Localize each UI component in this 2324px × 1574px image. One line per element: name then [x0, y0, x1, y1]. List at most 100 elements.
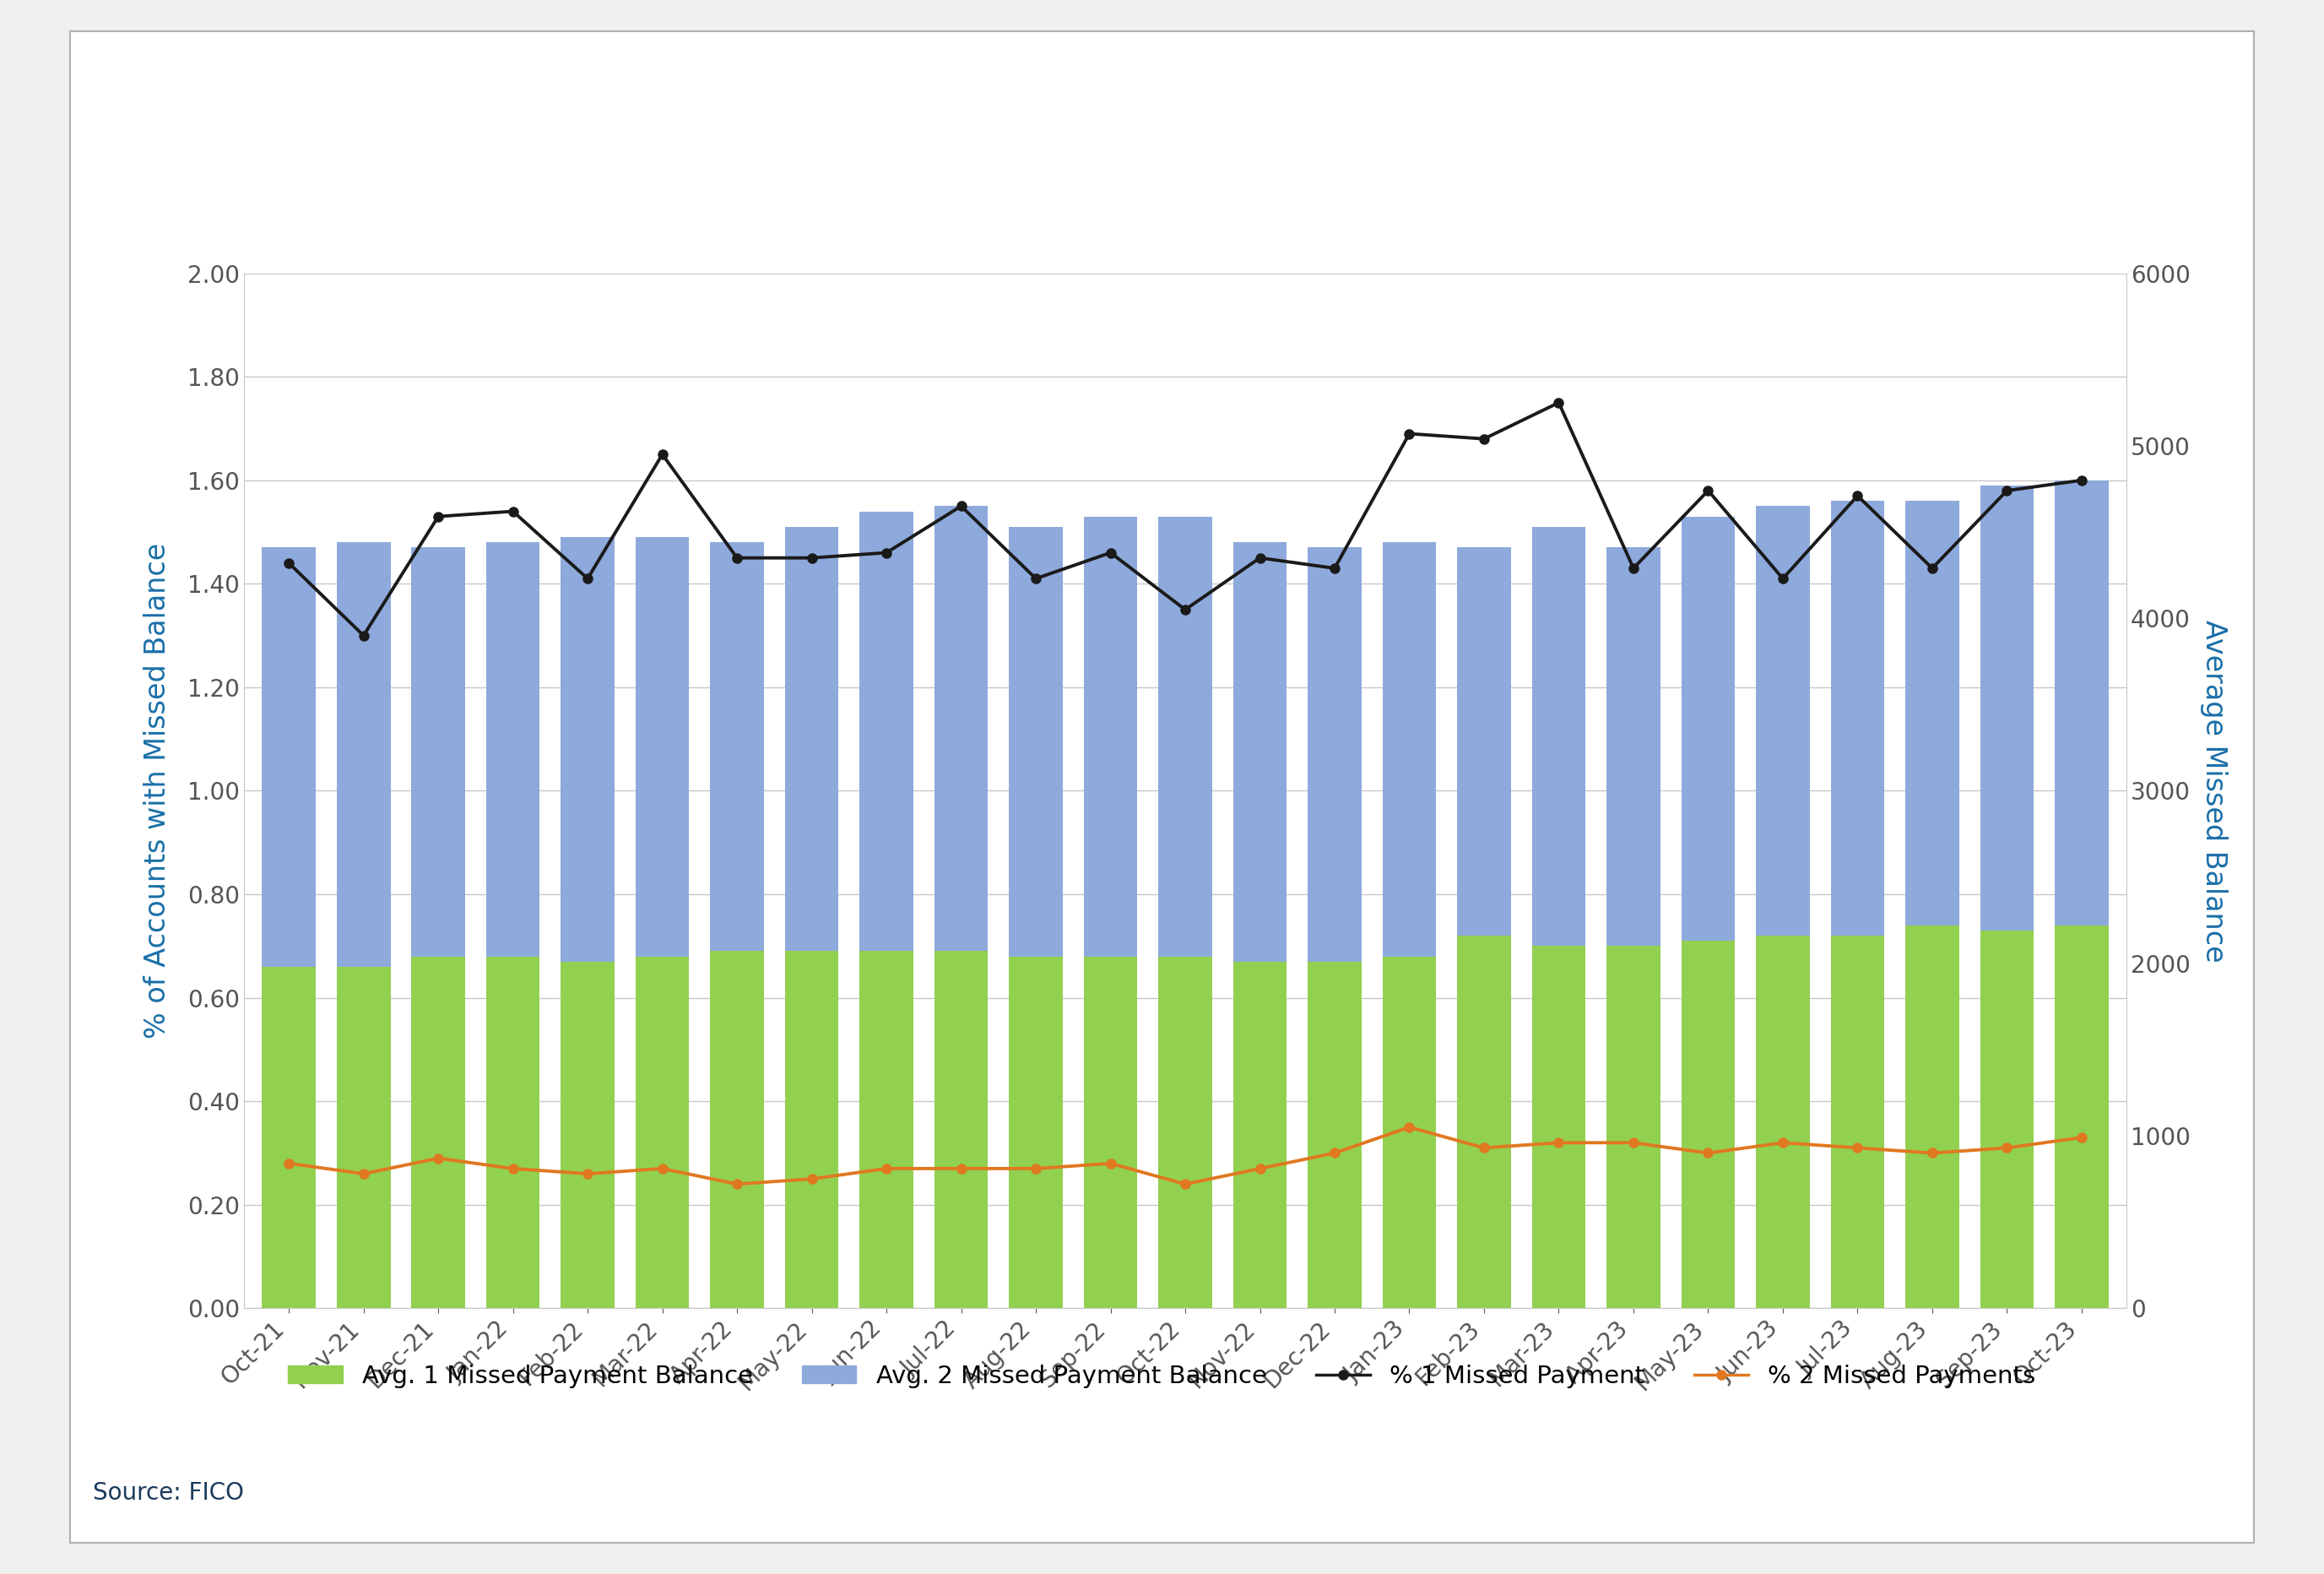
- % 1 Missed Payment: [274, 554, 302, 573]
- % 1 Missed Payment: [349, 626, 376, 645]
- % 1 Missed Payment: [1320, 559, 1348, 578]
- Bar: [1308, 962, 1362, 1308]
- % 2 Missed Payments: [1769, 1133, 1796, 1152]
- % 2 Missed Payments: [1917, 1144, 1945, 1163]
- Text: One and Two Missed Payments Trends: One and Two Missed Payments Trends: [632, 88, 1692, 137]
- % 1 Missed Payment: [500, 502, 528, 521]
- Bar: [486, 957, 539, 1308]
- Bar: [860, 951, 913, 1308]
- Bar: [1308, 548, 1362, 962]
- Bar: [1157, 957, 1213, 1308]
- Bar: [1083, 957, 1136, 1308]
- Bar: [337, 966, 390, 1308]
- % 2 Missed Payments: [872, 1158, 899, 1177]
- % 2 Missed Payments: [1394, 1118, 1422, 1136]
- % 1 Missed Payment: [574, 570, 602, 589]
- Y-axis label: % of Accounts with Missed Balance: % of Accounts with Missed Balance: [144, 543, 172, 1039]
- Bar: [1532, 527, 1585, 946]
- Bar: [1680, 516, 1736, 941]
- Bar: [1157, 516, 1213, 957]
- % 1 Missed Payment: [797, 548, 825, 567]
- Bar: [1234, 543, 1287, 962]
- % 2 Missed Payments: [2068, 1129, 2096, 1147]
- % 1 Missed Payment: [1620, 559, 1648, 578]
- Bar: [1009, 527, 1062, 957]
- Bar: [1234, 962, 1287, 1308]
- Bar: [634, 957, 690, 1308]
- Bar: [1757, 935, 1810, 1308]
- % 2 Missed Payments: [1320, 1144, 1348, 1163]
- Bar: [1606, 946, 1659, 1308]
- Legend: Avg. 1 Missed Payment Balance, Avg. 2 Missed Payment Balance, % 1 Missed Payment: Avg. 1 Missed Payment Balance, Avg. 2 Mi…: [279, 1355, 2045, 1398]
- % 1 Missed Payment: [872, 543, 899, 562]
- Bar: [1757, 507, 1810, 935]
- Y-axis label: Average Missed Balance: Average Missed Balance: [2201, 620, 2229, 962]
- % 2 Missed Payments: [1994, 1138, 2022, 1157]
- Bar: [1680, 941, 1736, 1308]
- % 2 Missed Payments: [723, 1174, 751, 1193]
- % 2 Missed Payments: [1246, 1158, 1274, 1177]
- Line: % 2 Missed Payments: % 2 Missed Payments: [284, 1122, 2087, 1188]
- Bar: [711, 543, 765, 951]
- Bar: [1457, 935, 1511, 1308]
- Bar: [1906, 926, 1959, 1308]
- Bar: [411, 957, 465, 1308]
- Bar: [1383, 957, 1436, 1308]
- % 1 Missed Payment: [1171, 600, 1199, 619]
- % 1 Missed Payment: [1694, 482, 1722, 501]
- % 2 Missed Payments: [1694, 1144, 1722, 1163]
- Bar: [2054, 926, 2108, 1308]
- % 2 Missed Payments: [797, 1169, 825, 1188]
- Bar: [1457, 548, 1511, 935]
- % 2 Missed Payments: [574, 1165, 602, 1184]
- Bar: [1383, 543, 1436, 957]
- Bar: [1831, 501, 1885, 935]
- % 2 Missed Payments: [1471, 1138, 1499, 1157]
- % 1 Missed Payment: [723, 548, 751, 567]
- % 1 Missed Payment: [425, 507, 453, 526]
- % 2 Missed Payments: [274, 1154, 302, 1173]
- Bar: [560, 962, 614, 1308]
- Bar: [411, 548, 465, 957]
- Bar: [263, 548, 316, 966]
- % 2 Missed Payments: [1023, 1158, 1050, 1177]
- Bar: [560, 537, 614, 962]
- % 1 Missed Payment: [948, 497, 976, 516]
- Bar: [634, 537, 690, 957]
- % 1 Missed Payment: [1545, 394, 1573, 412]
- Bar: [263, 966, 316, 1308]
- % 2 Missed Payments: [1620, 1133, 1648, 1152]
- Bar: [486, 543, 539, 957]
- Bar: [337, 543, 390, 966]
- % 2 Missed Payments: [500, 1158, 528, 1177]
- Bar: [1906, 501, 1959, 926]
- % 2 Missed Payments: [1171, 1174, 1199, 1193]
- % 2 Missed Payments: [349, 1165, 376, 1184]
- Bar: [1980, 930, 2033, 1308]
- Bar: [1083, 516, 1136, 957]
- Bar: [1009, 957, 1062, 1308]
- % 1 Missed Payment: [2068, 471, 2096, 490]
- Bar: [1980, 485, 2033, 930]
- % 1 Missed Payment: [1097, 543, 1125, 562]
- Bar: [934, 951, 988, 1308]
- Line: % 1 Missed Payment: % 1 Missed Payment: [284, 398, 2087, 641]
- Bar: [934, 507, 988, 951]
- % 2 Missed Payments: [425, 1149, 453, 1168]
- % 1 Missed Payment: [1843, 486, 1871, 505]
- Text: Source: FICO: Source: FICO: [93, 1481, 244, 1505]
- % 2 Missed Payments: [1097, 1154, 1125, 1173]
- Bar: [711, 951, 765, 1308]
- % 2 Missed Payments: [948, 1158, 976, 1177]
- Bar: [1831, 935, 1885, 1308]
- % 1 Missed Payment: [1246, 548, 1274, 567]
- % 1 Missed Payment: [1471, 430, 1499, 449]
- Bar: [786, 951, 839, 1308]
- % 2 Missed Payments: [648, 1158, 676, 1177]
- Bar: [786, 527, 839, 951]
- % 1 Missed Payment: [1917, 559, 1945, 578]
- Bar: [1606, 548, 1659, 946]
- % 1 Missed Payment: [1394, 425, 1422, 444]
- Bar: [1532, 946, 1585, 1308]
- % 1 Missed Payment: [1994, 482, 2022, 501]
